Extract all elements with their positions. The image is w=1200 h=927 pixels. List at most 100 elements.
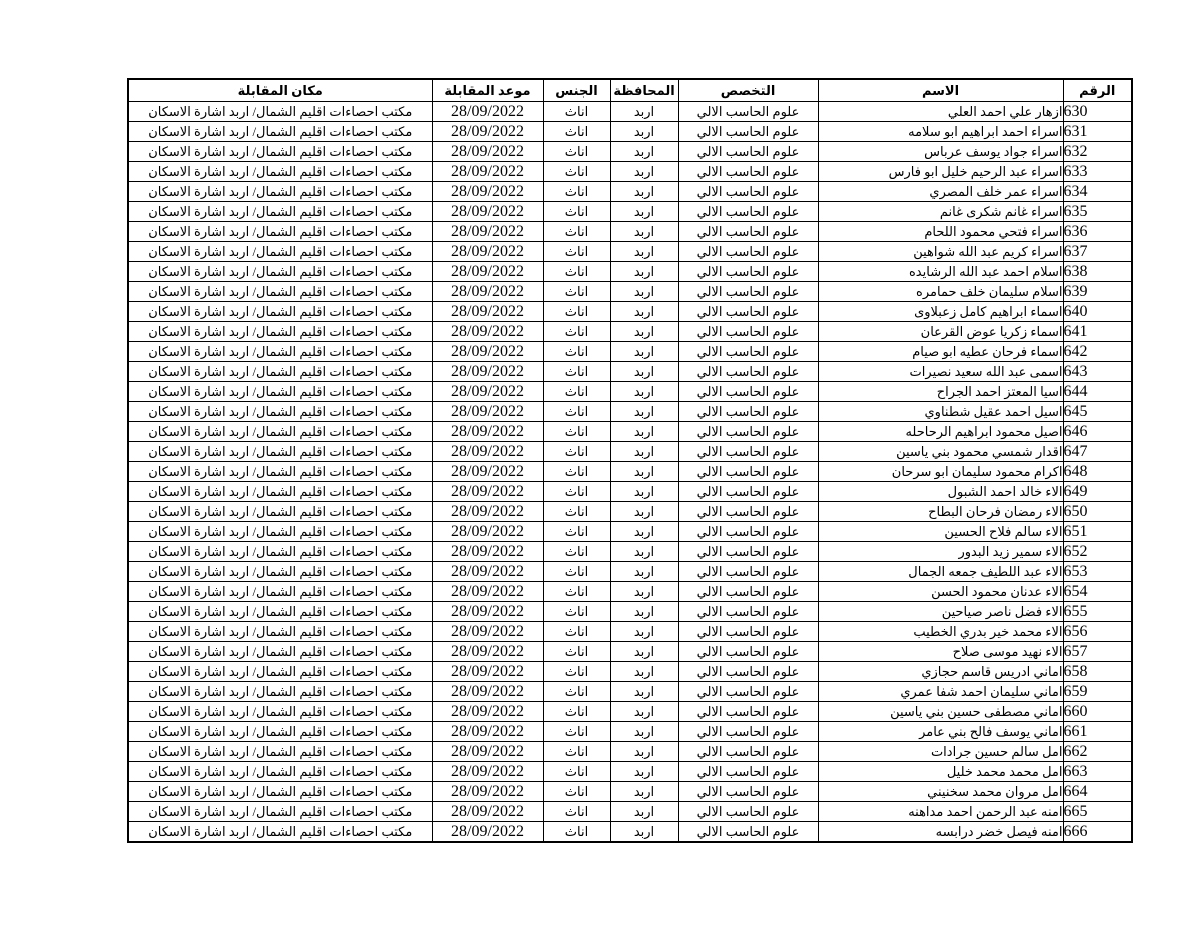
cell-interview-location: مكتب احصاءات اقليم الشمال/ اربد اشارة ال… (127, 701, 433, 722)
cell-gender: اناث (542, 561, 611, 582)
cell-governorate: اربد (609, 381, 679, 402)
cell-governorate: اربد (609, 221, 679, 242)
cell-specialization: علوم الحاسب الالي (677, 721, 819, 742)
cell-name: اسماء زكريا عوض القرعان (817, 321, 1064, 342)
table-row: 633 اسراء عبد الرحيم خليل ابو فارس علوم ال… (127, 161, 1133, 182)
cell-governorate: اربد (609, 521, 679, 542)
cell-number: 651 (1062, 521, 1133, 542)
cell-governorate: اربد (609, 241, 679, 262)
cell-gender: اناث (542, 801, 611, 822)
cell-interview-location: مكتب احصاءات اقليم الشمال/ اربد اشارة ال… (127, 241, 433, 262)
table-row: 639 اسلام سليمان خلف حمامره علوم الحاسب ال… (127, 281, 1133, 302)
cell-number: 643 (1062, 361, 1133, 382)
cell-specialization: علوم الحاسب الالي (677, 441, 819, 462)
cell-gender: اناث (542, 241, 611, 262)
cell-interview-location: مكتب احصاءات اقليم الشمال/ اربد اشارة ال… (127, 501, 433, 522)
cell-interview-location: مكتب احصاءات اقليم الشمال/ اربد اشارة ال… (127, 521, 433, 542)
cell-interview-date: 28/09/2022 (431, 261, 544, 282)
table-row: 642 اسماء فرحان عطيه ابو صيام علوم الحاسب … (127, 341, 1133, 362)
cell-gender: اناث (542, 221, 611, 242)
cell-governorate: اربد (609, 721, 679, 742)
cell-specialization: علوم الحاسب الالي (677, 501, 819, 522)
cell-interview-date: 28/09/2022 (431, 741, 544, 762)
cell-name: الاء فضل ناصر صياحين (817, 601, 1064, 622)
cell-interview-location: مكتب احصاءات اقليم الشمال/ اربد اشارة ال… (127, 101, 433, 122)
interview-appointments-table: الرقم الاسم التخصص المحافظة الجنس موعد ا… (127, 78, 1133, 843)
cell-name: امل سالم حسين جرادات (817, 741, 1064, 762)
cell-number: 635 (1062, 201, 1133, 222)
cell-specialization: علوم الحاسب الالي (677, 561, 819, 582)
table-row: 660 اماني مصطفى حسين بني ياسين علوم الحاسب… (127, 701, 1133, 722)
cell-name: امنه فيصل خضر درابسه (817, 821, 1064, 843)
cell-interview-location: مكتب احصاءات اقليم الشمال/ اربد اشارة ال… (127, 681, 433, 702)
table-row: 649 الاء خالد احمد الشبول علوم الحاسب الال… (127, 481, 1133, 502)
cell-number: 632 (1062, 141, 1133, 162)
cell-number: 644 (1062, 381, 1133, 402)
cell-interview-location: مكتب احصاءات اقليم الشمال/ اربد اشارة ال… (127, 321, 433, 342)
table-row: 632 اسراء جواد يوسف عرباس علوم الحاسب الال… (127, 141, 1133, 162)
cell-governorate: اربد (609, 821, 679, 843)
cell-gender: اناث (542, 341, 611, 362)
cell-specialization: علوم الحاسب الالي (677, 541, 819, 562)
cell-governorate: اربد (609, 361, 679, 382)
cell-name: الاء خالد احمد الشبول (817, 481, 1064, 502)
cell-gender: اناث (542, 781, 611, 802)
cell-governorate: اربد (609, 201, 679, 222)
cell-interview-location: مكتب احصاءات اقليم الشمال/ اربد اشارة ال… (127, 641, 433, 662)
cell-gender: اناث (542, 181, 611, 202)
cell-number: 630 (1062, 101, 1133, 122)
table-row: 645 اسيل احمد عقيل شطناوي علوم الحاسب الال… (127, 401, 1133, 422)
cell-specialization: علوم الحاسب الالي (677, 341, 819, 362)
cell-number: 636 (1062, 221, 1133, 242)
cell-number: 650 (1062, 501, 1133, 522)
cell-governorate: اربد (609, 121, 679, 142)
cell-interview-date: 28/09/2022 (431, 161, 544, 182)
cell-governorate: اربد (609, 621, 679, 642)
cell-number: 658 (1062, 661, 1133, 682)
cell-interview-date: 28/09/2022 (431, 201, 544, 222)
cell-specialization: علوم الحاسب الالي (677, 781, 819, 802)
cell-interview-location: مكتب احصاءات اقليم الشمال/ اربد اشارة ال… (127, 541, 433, 562)
cell-name: اسماء فرحان عطيه ابو صيام (817, 341, 1064, 362)
cell-name: اماني يوسف فالح بني عامر (817, 721, 1064, 742)
cell-number: 664 (1062, 781, 1133, 802)
cell-name: الاء سالم فلاح الحسين (817, 521, 1064, 542)
cell-gender: اناث (542, 821, 611, 843)
cell-specialization: علوم الحاسب الالي (677, 801, 819, 822)
cell-number: 648 (1062, 461, 1133, 482)
cell-name: اماني مصطفى حسين بني ياسين (817, 701, 1064, 722)
cell-interview-location: مكتب احصاءات اقليم الشمال/ اربد اشارة ال… (127, 281, 433, 302)
cell-name: الاء سمير زيد البدور (817, 541, 1064, 562)
cell-name: اكرام محمود سليمان ابو سرحان (817, 461, 1064, 482)
cell-interview-date: 28/09/2022 (431, 641, 544, 662)
table-row: 635 اسراء غانم شكرى غانم علوم الحاسب الالي… (127, 201, 1133, 222)
table-row: 658 اماني ادريس قاسم حجازي علوم الحاسب الا… (127, 661, 1133, 682)
cell-specialization: علوم الحاسب الالي (677, 301, 819, 322)
cell-gender: اناث (542, 661, 611, 682)
table-row: 647 اقدار شمسي محمود بني ياسين علوم الحاسب… (127, 441, 1133, 462)
cell-governorate: اربد (609, 161, 679, 182)
cell-governorate: اربد (609, 581, 679, 602)
cell-governorate: اربد (609, 421, 679, 442)
cell-specialization: علوم الحاسب الالي (677, 161, 819, 182)
cell-gender: اناث (542, 121, 611, 142)
cell-interview-location: مكتب احصاءات اقليم الشمال/ اربد اشارة ال… (127, 341, 433, 362)
cell-number: 662 (1062, 741, 1133, 762)
cell-governorate: اربد (609, 641, 679, 662)
table-row: 656 الاء محمد خير بدري الخطيب علوم الحاسب … (127, 621, 1133, 642)
table-row: 663 امل محمد محمد خليل علوم الحاسب الالي ار… (127, 761, 1133, 782)
cell-name: اماني ادريس قاسم حجازي (817, 661, 1064, 682)
cell-name: امنه عبد الرحمن احمد مداهنه (817, 801, 1064, 822)
header-governorate: المحافظة (609, 78, 679, 102)
cell-number: 645 (1062, 401, 1133, 422)
cell-interview-date: 28/09/2022 (431, 601, 544, 622)
cell-interview-date: 28/09/2022 (431, 441, 544, 462)
table-row: 652 الاء سمير زيد البدور علوم الحاسب الالي… (127, 541, 1133, 562)
cell-interview-date: 28/09/2022 (431, 481, 544, 502)
cell-gender: اناث (542, 701, 611, 722)
cell-interview-location: مكتب احصاءات اقليم الشمال/ اربد اشارة ال… (127, 761, 433, 782)
cell-interview-date: 28/09/2022 (431, 181, 544, 202)
cell-specialization: علوم الحاسب الالي (677, 201, 819, 222)
cell-interview-location: مكتب احصاءات اقليم الشمال/ اربد اشارة ال… (127, 421, 433, 442)
